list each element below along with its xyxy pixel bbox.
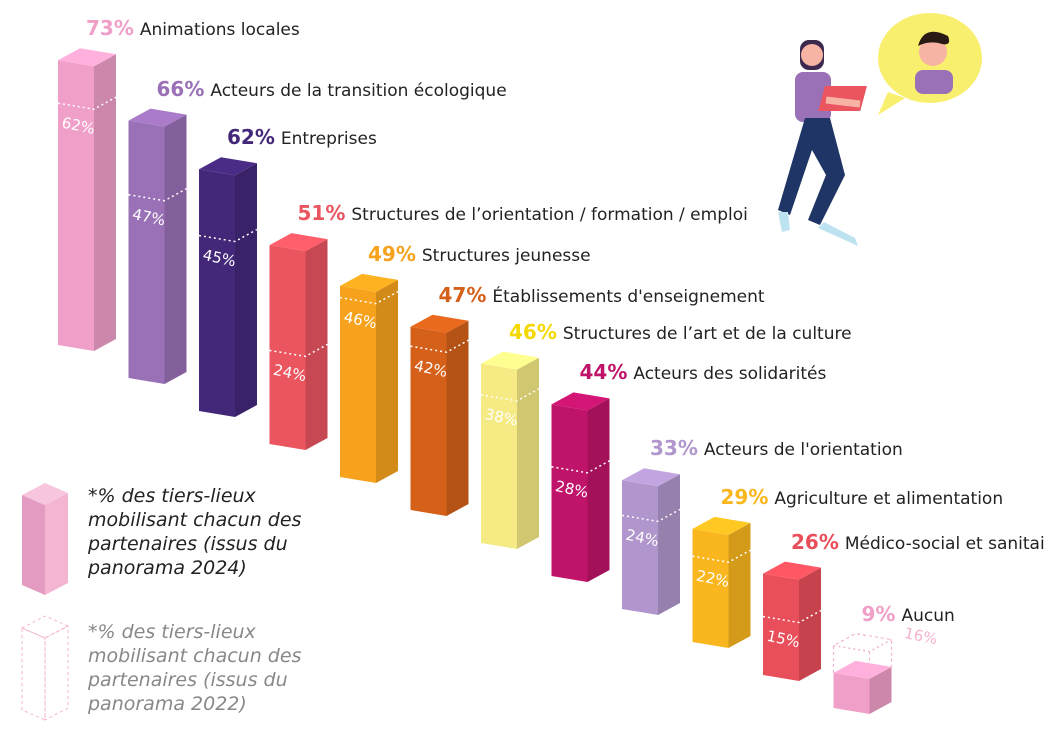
legend-entry: *% des tiers-lieux mobilisant chacun des…: [88, 620, 358, 716]
category-name: Structures jeunesse: [422, 246, 591, 266]
illustration: [778, 13, 982, 246]
legend-icon-2024: [22, 483, 68, 595]
bar-face: [729, 523, 751, 648]
bar: [199, 157, 257, 417]
value-label: 46%: [509, 320, 557, 344]
category-name: Structures de l’art et de la culture: [563, 324, 852, 344]
legend-icon-2022: [22, 616, 68, 720]
bar-face: [306, 239, 328, 450]
bar: [129, 109, 187, 384]
value-label: 51%: [298, 201, 346, 225]
bar: [58, 48, 116, 351]
bar-face: [799, 568, 821, 681]
category-name: Agriculture et alimentation: [774, 489, 1003, 509]
value-label-2022: 16%: [903, 624, 939, 649]
category-label: 73% Animations locales: [86, 18, 300, 40]
value-label: 44%: [580, 360, 628, 384]
category-label: 44%Acteurs des solidarités: [580, 362, 827, 384]
category-label: 66%Acteurs de la transition écologique: [157, 79, 507, 101]
value-label: 62%: [227, 125, 275, 149]
category-label: 29%Agriculture et alimentation: [721, 487, 1004, 509]
bar-face: [94, 54, 116, 351]
bar-face: [270, 245, 306, 450]
bar-face: [165, 115, 187, 384]
value-label: 66%: [157, 77, 205, 101]
category-name: Acteurs de l'orientation: [704, 440, 903, 460]
category-name: Aucun: [901, 606, 954, 626]
bar-face: [199, 169, 235, 417]
bar-face: [376, 280, 398, 483]
value-label: 29%: [721, 485, 769, 509]
value-label: 33%: [650, 436, 698, 460]
infographic: 62%47%45%24%46%42%38%28%24%22%15%16% *% …: [0, 0, 1045, 736]
category-name: Structures de l’orientation / formation …: [351, 205, 747, 225]
bar-face: [129, 121, 165, 384]
legend-entry: *% des tiers-lieux mobilisant chacun des…: [88, 484, 358, 580]
category-label: 51%Structures de l’orientation / formati…: [298, 203, 748, 225]
category-label: 9%Aucun: [862, 604, 955, 626]
category-label: 46% Structures de l’art et de la culture: [509, 322, 852, 344]
category-label: 33% Acteurs de l'orientation: [650, 438, 903, 460]
bar: [763, 562, 821, 681]
bar-face: [658, 474, 680, 615]
bar: [270, 233, 328, 450]
category-name: Établissements d'enseignement: [492, 287, 764, 307]
category-label: 26% Médico-social et sanitaire: [791, 532, 1045, 554]
bar-face: [235, 163, 257, 417]
category-label: 49% Structures jeunesse: [368, 244, 591, 266]
value-label: 47%: [439, 283, 487, 307]
category-name: Acteurs de la transition écologique: [210, 81, 506, 101]
bar-face: [834, 673, 870, 714]
bar: [340, 274, 398, 483]
category-label: 47%Établissements d'enseignement: [439, 285, 765, 307]
bar-face: [588, 398, 610, 582]
bar-face: [517, 358, 539, 549]
category-name: Entreprises: [281, 129, 377, 149]
category-name: Acteurs des solidarités: [633, 364, 826, 384]
bar: [481, 352, 539, 549]
category-name: Animations locales: [140, 20, 300, 40]
value-label: 26%: [791, 530, 839, 554]
category-name: Médico-social et sanitaire: [845, 534, 1045, 554]
value-label: 9%: [862, 602, 896, 626]
bar-face: [481, 364, 517, 549]
value-label: 49%: [368, 242, 416, 266]
bar: [834, 661, 892, 714]
bar-face: [411, 327, 447, 516]
category-label: 62% Entreprises: [227, 127, 377, 149]
value-label: 73%: [86, 16, 134, 40]
